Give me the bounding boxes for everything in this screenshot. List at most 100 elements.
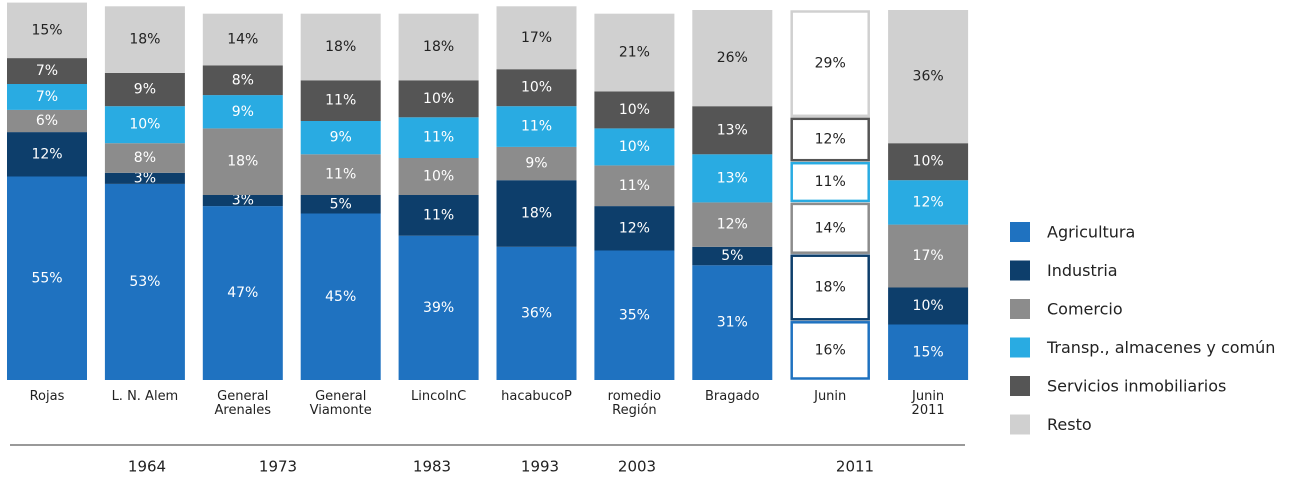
bar-segment — [888, 224, 969, 288]
value-label: 9% — [330, 130, 352, 146]
x-tick-label: General Arenales — [215, 389, 272, 418]
x-tick-label: hacabucoP — [501, 389, 572, 404]
value-label: 14% — [227, 32, 258, 48]
legend-swatch — [1010, 376, 1030, 396]
bar-segment — [7, 84, 87, 110]
bar-segment — [300, 154, 381, 195]
value-label: 10% — [913, 154, 944, 170]
value-label: 10% — [619, 139, 650, 155]
bar-segment — [496, 180, 577, 247]
bar-segment — [300, 13, 381, 81]
value-label: 10% — [129, 117, 160, 133]
value-label: 53% — [129, 274, 160, 290]
value-label: 12% — [717, 217, 748, 233]
bar-segment — [692, 202, 773, 247]
value-label: 36% — [521, 305, 552, 321]
value-label: 11% — [423, 207, 454, 223]
bar-segment — [398, 158, 479, 195]
value-label: 5% — [330, 196, 352, 212]
value-label: 13% — [717, 122, 748, 138]
bar-segment — [202, 206, 283, 380]
bar-segment — [104, 106, 185, 144]
value-label: 12% — [913, 194, 944, 210]
value-label: 10% — [423, 91, 454, 107]
bar-segment — [7, 2, 87, 59]
value-label: 8% — [134, 150, 156, 166]
bar-segment — [692, 246, 773, 266]
bar-segment — [692, 106, 773, 155]
legend-swatch — [1010, 260, 1030, 281]
value-label: 9% — [134, 82, 156, 98]
value-label: 47% — [227, 285, 258, 301]
bar-segment — [888, 287, 969, 325]
legend-label: Agricultura — [1047, 223, 1135, 242]
x-tick-label: LincolnC — [411, 389, 466, 404]
value-label: 39% — [423, 300, 454, 316]
value-label: 15% — [913, 344, 944, 360]
bar-segment — [594, 165, 675, 207]
bar-segment — [300, 195, 381, 214]
value-label: 12% — [31, 146, 62, 162]
x-tick-label: Junin 2011 — [911, 389, 945, 418]
period-label: 1964 — [128, 458, 166, 476]
value-label: 7% — [36, 89, 58, 105]
value-label: 45% — [325, 289, 356, 305]
value-label: 55% — [31, 270, 62, 286]
value-label: 18% — [423, 39, 454, 55]
legend-swatch — [1010, 299, 1030, 319]
value-label: 12% — [815, 132, 846, 148]
bar-segment — [7, 176, 87, 380]
value-label: 16% — [815, 342, 846, 358]
value-label: 17% — [521, 30, 552, 46]
bar-segment — [496, 106, 577, 147]
bar-segment — [594, 13, 675, 92]
bar-segment — [202, 128, 283, 195]
bar-segment — [7, 109, 87, 133]
value-label: 18% — [129, 32, 160, 48]
legend-label: Servicios inmobiliarios — [1047, 377, 1226, 396]
value-label: 36% — [913, 69, 944, 85]
bar-segment — [104, 6, 185, 73]
bar-segment — [398, 195, 479, 236]
bar-segment — [790, 10, 870, 118]
bar-segment — [202, 95, 283, 129]
value-label: 11% — [815, 174, 846, 190]
value-label: 12% — [619, 220, 650, 236]
period-label: 1973 — [259, 458, 297, 476]
bar-segment — [692, 154, 773, 203]
value-label: 11% — [423, 130, 454, 146]
bar-segment — [202, 65, 283, 96]
bar-segment — [496, 69, 577, 107]
value-label: 3% — [232, 193, 254, 209]
bar-segment — [300, 121, 381, 155]
period-label: 1983 — [413, 458, 451, 476]
bar-segment — [300, 80, 381, 121]
period-label: 2003 — [618, 458, 656, 476]
bar-segment — [594, 91, 675, 129]
x-tick-label: L. N. Alem — [112, 389, 179, 404]
bar-segment — [496, 246, 577, 380]
value-label: 9% — [525, 156, 547, 172]
bar-segment — [104, 72, 185, 107]
value-label: 9% — [232, 104, 254, 120]
bar-segment — [790, 321, 870, 380]
bar-segment — [888, 143, 969, 181]
value-label: 26% — [717, 50, 748, 66]
legend-swatch — [1010, 414, 1030, 435]
value-label: 11% — [521, 119, 552, 135]
value-label: 31% — [717, 315, 748, 331]
value-label: 3% — [134, 170, 156, 186]
value-label: 29% — [815, 56, 846, 72]
bar-segment — [790, 161, 870, 203]
x-tick-label: Rojas — [30, 389, 65, 404]
bar-segment — [496, 6, 577, 70]
bar-segment — [104, 172, 185, 184]
bar-segment — [790, 254, 870, 321]
value-label: 21% — [619, 45, 650, 61]
bar-segment — [398, 235, 479, 380]
value-label: 15% — [31, 22, 62, 38]
value-label: 10% — [423, 169, 454, 185]
bar-segment — [300, 213, 381, 380]
bar-segment — [692, 265, 773, 380]
